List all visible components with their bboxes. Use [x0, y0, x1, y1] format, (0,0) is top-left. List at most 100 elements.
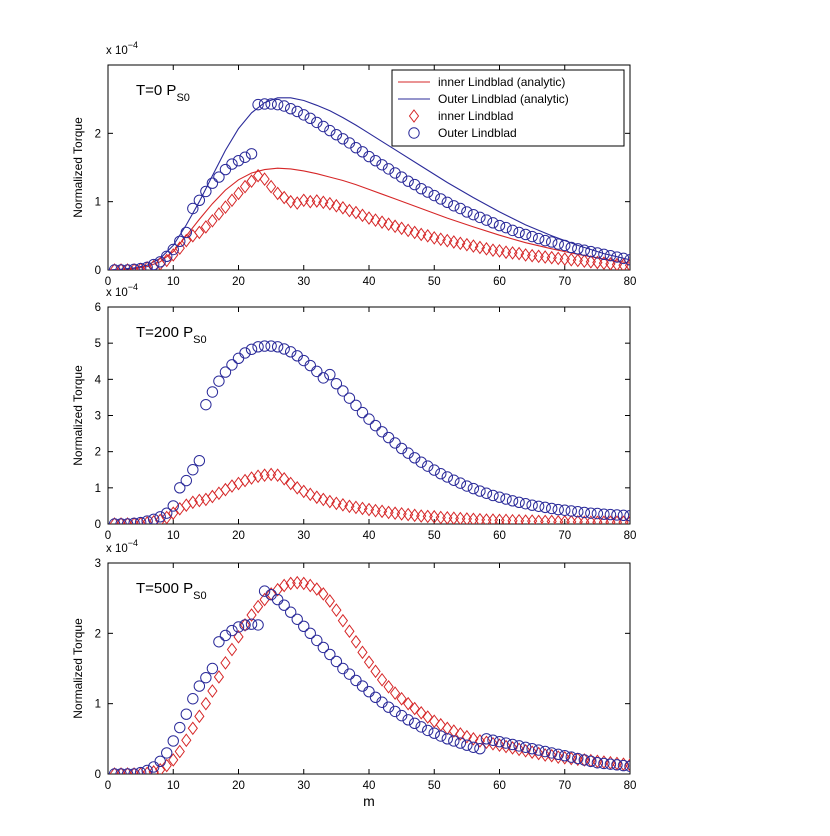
circle-marker: [532, 500, 545, 512]
diamond-marker: [474, 734, 486, 748]
circle-marker: [506, 495, 519, 507]
diamond-marker: [174, 501, 185, 516]
diamond-marker: [500, 739, 512, 754]
circle-marker: [174, 721, 186, 734]
circle-marker: [448, 735, 460, 747]
diamond-marker: [246, 471, 257, 485]
circle-marker: [532, 744, 545, 756]
diamond-marker: [389, 219, 401, 234]
y-exponent-base: x 10: [106, 543, 128, 555]
diamond-marker: [527, 514, 538, 524]
circle-marker: [565, 241, 577, 254]
circle-marker: [193, 194, 206, 207]
circle-marker: [363, 686, 375, 698]
diamond-marker: [409, 225, 420, 240]
circle-marker: [617, 759, 630, 772]
circle-marker: [585, 245, 597, 258]
circle-marker: [572, 752, 584, 765]
diamond-marker: [520, 248, 531, 262]
y-tick-label: 2: [95, 128, 101, 140]
circle-marker: [513, 496, 525, 508]
diamond-marker: [389, 686, 401, 700]
circle-marker: [617, 252, 630, 265]
circle-marker: [611, 251, 623, 263]
circle-marker: [271, 98, 284, 111]
x-tick-label: 60: [493, 530, 506, 542]
circle-marker: [389, 437, 401, 449]
circle-marker: [324, 648, 336, 661]
circle-marker: [415, 182, 427, 195]
circle-marker: [337, 662, 349, 675]
circle-marker: [422, 724, 434, 737]
diamond-marker: [553, 750, 564, 764]
panel-1: 0 10 20 30 40 50 60 70 80 0 1 2 x 10−4 Normalized Tor…: [71, 40, 636, 288]
circle-marker: [141, 261, 153, 270]
circle-marker: [337, 133, 349, 145]
circle-marker: [604, 758, 617, 770]
x-tick-label: 0: [105, 780, 111, 792]
circle-marker: [526, 742, 538, 755]
circle-marker: [428, 727, 440, 739]
diamond-marker: [350, 205, 362, 220]
data-layer: [108, 575, 630, 774]
circle-marker: [278, 599, 290, 611]
circle-marker: [193, 455, 206, 467]
panel-2: 0 10 20 30 40 50 60 70 80 0 1 2 3 4 5 6 x 10−4 Normalized…: [71, 282, 636, 542]
diamond-marker: [279, 471, 290, 486]
diamond-marker: [585, 254, 596, 269]
circle-marker: [389, 167, 401, 179]
diamond-marker: [403, 223, 414, 238]
diamond-marker: [422, 710, 433, 724]
circle-marker: [578, 754, 591, 766]
diamond-marker: [572, 752, 583, 767]
diamond-marker: [357, 645, 368, 660]
diamond-marker: [344, 499, 355, 514]
x-tick-label: 50: [428, 780, 441, 792]
circle-marker: [506, 738, 519, 751]
diamond-marker: [507, 513, 518, 524]
circle-marker: [591, 507, 604, 520]
circle-marker: [278, 100, 290, 112]
circle-marker: [187, 693, 199, 705]
circle-marker: [526, 499, 538, 511]
panel-title: T=200 PS0: [136, 324, 207, 346]
diamond-marker: [566, 252, 577, 267]
circle-marker: [108, 264, 121, 270]
diamond-marker: [363, 502, 375, 517]
circle-marker: [147, 513, 160, 524]
x-tick-label: 50: [428, 530, 441, 542]
diamond-marker: [546, 250, 557, 265]
circle-marker: [559, 239, 571, 252]
circle-marker: [532, 232, 545, 245]
circle-marker: [513, 740, 525, 752]
diamond-marker: [403, 507, 414, 522]
circle-marker: [376, 426, 388, 438]
circle-marker: [121, 264, 134, 270]
circle-marker: [578, 244, 591, 256]
circle-marker: [572, 506, 584, 518]
diamond-marker: [181, 733, 192, 748]
diamond-marker: [389, 506, 401, 520]
circle-marker: [598, 508, 610, 520]
circle-marker: [180, 708, 193, 720]
diamond-marker: [481, 735, 492, 750]
x-tick-label: 20: [232, 780, 245, 792]
circle-marker: [343, 392, 356, 404]
circle-marker: [219, 366, 232, 378]
diamond-marker: [161, 510, 172, 524]
data-layer: [108, 97, 630, 270]
diamond-marker: [363, 211, 375, 225]
diamond-marker: [416, 509, 427, 523]
circle-marker: [213, 375, 225, 387]
circle-marker: [474, 485, 486, 497]
y-exponent-power: −4: [128, 282, 138, 292]
circle-marker: [408, 452, 421, 464]
diamond-marker: [507, 246, 518, 260]
y-tick-label: 4: [95, 374, 102, 386]
diamond-marker: [298, 193, 309, 208]
diamond-marker: [259, 592, 270, 607]
x-tick-label: 70: [558, 530, 571, 542]
circle-marker: [441, 196, 453, 209]
diamond-marker: [266, 467, 277, 482]
x-tick-label: 20: [232, 530, 245, 542]
